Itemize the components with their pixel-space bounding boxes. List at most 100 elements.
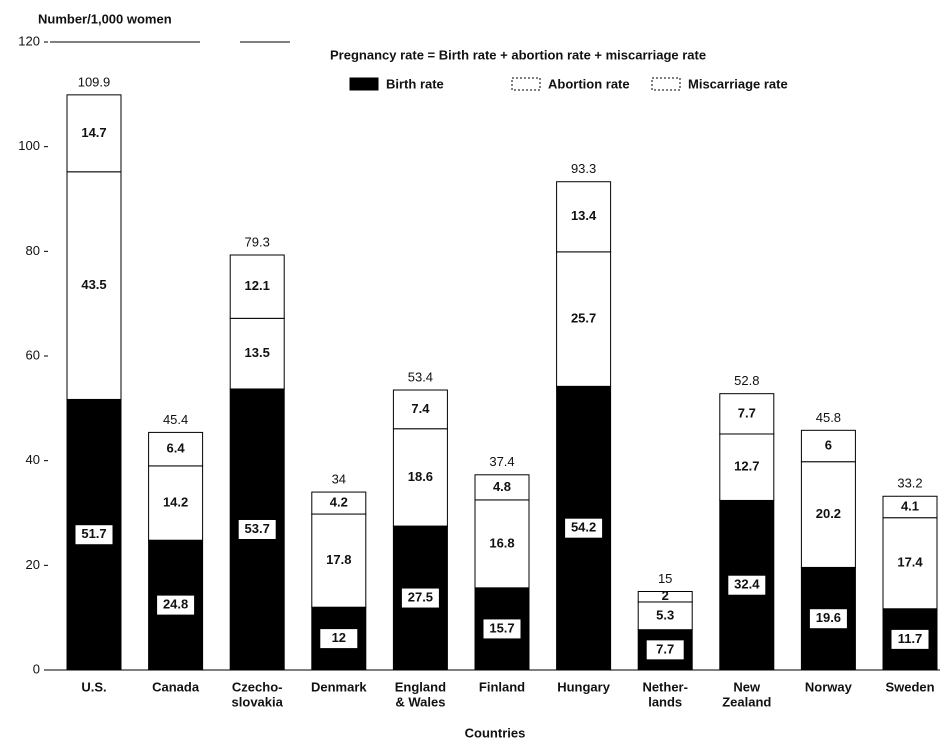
total-label: 93.3 — [571, 161, 596, 176]
bar-segment — [800, 429, 856, 463]
bar-segment — [474, 474, 530, 501]
x-tick-label: England — [395, 679, 446, 694]
label-box — [74, 524, 114, 546]
value-label: 16.8 — [489, 535, 514, 550]
x-tick-label: Zealand — [722, 694, 771, 709]
value-label: 5.3 — [656, 607, 674, 622]
bar-segment — [229, 254, 285, 319]
bar-segment — [556, 251, 612, 387]
value-label: 54.2 — [571, 520, 596, 535]
value-label: 4.2 — [330, 494, 348, 509]
value-label: 12.7 — [734, 459, 759, 474]
label-box — [727, 574, 767, 596]
x-tick-label: New — [733, 679, 761, 694]
bar-segment — [148, 431, 204, 467]
y-tick-label: 80 — [26, 243, 40, 258]
value-label: 7.7 — [656, 641, 674, 656]
total-label: 15 — [658, 571, 672, 586]
value-label: 11.7 — [898, 631, 923, 646]
label-box — [564, 517, 604, 539]
value-label: 17.8 — [326, 552, 351, 567]
label-box — [400, 587, 440, 609]
legend-label: Birth rate — [386, 76, 444, 91]
value-label: 7.4 — [411, 401, 430, 416]
total-label: 45.8 — [816, 410, 841, 425]
x-tick-label: & Wales — [395, 694, 445, 709]
total-label: 53.4 — [408, 369, 433, 384]
value-label: 4.8 — [493, 479, 511, 494]
bar-segment — [66, 94, 122, 173]
x-axis-label: Countries — [465, 725, 526, 740]
total-label: 37.4 — [489, 454, 514, 469]
label-box — [890, 628, 930, 650]
x-tick-label: Denmark — [311, 679, 367, 694]
label-box — [319, 628, 359, 650]
x-tick-label: Nether- — [642, 679, 688, 694]
value-label: 6.4 — [167, 441, 186, 456]
bar-segment — [637, 591, 693, 603]
bar-segment — [311, 491, 367, 515]
legend-label: Miscarriage rate — [688, 76, 788, 91]
x-tick-label: Finland — [479, 679, 525, 694]
legend-note: Pregnancy rate = Birth rate + abortion r… — [330, 47, 706, 62]
label-box — [808, 608, 848, 630]
legend-swatch — [651, 77, 681, 91]
value-label: 14.7 — [81, 125, 106, 140]
value-label: 4.1 — [901, 498, 919, 513]
bar-segment — [800, 461, 856, 568]
value-label: 17.4 — [897, 555, 923, 570]
value-label: 43.5 — [81, 277, 106, 292]
value-label: 12.1 — [245, 278, 270, 293]
legend-label: Abortion rate — [548, 76, 630, 91]
x-tick-label: Sweden — [885, 679, 934, 694]
bar-segment — [637, 601, 693, 631]
y-tick-label: 100 — [18, 138, 40, 153]
value-label: 27.5 — [408, 589, 433, 604]
legend-swatch — [349, 77, 379, 91]
x-tick-label: slovakia — [232, 694, 284, 709]
value-label: 20.2 — [816, 506, 841, 521]
label-box — [645, 639, 685, 661]
value-label: 25.7 — [571, 311, 596, 326]
total-label: 109.9 — [78, 74, 111, 89]
label-box — [237, 518, 277, 540]
value-label: 12 — [332, 630, 346, 645]
value-label: 53.7 — [245, 521, 270, 536]
total-label: 34 — [332, 472, 346, 487]
bar-segment — [229, 317, 285, 390]
total-label: 52.8 — [734, 373, 759, 388]
bar-segment — [392, 428, 448, 527]
y-tick-label: 120 — [18, 33, 40, 48]
x-tick-label: Norway — [805, 679, 853, 694]
x-tick-label: Hungary — [557, 679, 611, 694]
value-label: 18.6 — [408, 469, 433, 484]
y-tick-label: 0 — [33, 661, 40, 676]
bar-segment — [882, 495, 938, 519]
bar-segment — [148, 465, 204, 541]
bar-segment — [719, 393, 775, 435]
value-label: 2 — [662, 588, 669, 603]
bar-segment — [882, 517, 938, 610]
x-tick-label: Canada — [152, 679, 200, 694]
bar-segment — [311, 513, 367, 608]
bar-segment — [556, 181, 612, 253]
value-label: 32.4 — [734, 577, 760, 592]
value-label: 14.2 — [163, 494, 188, 509]
x-tick-label: U.S. — [81, 679, 106, 694]
value-label: 51.7 — [81, 526, 106, 541]
y-axis-label: Number/1,000 women — [38, 11, 172, 26]
y-tick-label: 60 — [26, 347, 40, 362]
bar-segment — [66, 171, 122, 400]
bar-segment — [392, 389, 448, 430]
x-tick-label: Czecho- — [232, 679, 283, 694]
total-label: 33.2 — [897, 476, 922, 491]
value-label: 13.5 — [245, 345, 270, 360]
value-label: 7.7 — [738, 405, 756, 420]
label-box — [482, 618, 522, 640]
total-label: 45.4 — [163, 412, 188, 427]
total-label: 79.3 — [245, 234, 270, 249]
x-tick-label: lands — [648, 694, 682, 709]
value-label: 15.7 — [489, 620, 514, 635]
y-tick-label: 20 — [26, 557, 40, 572]
